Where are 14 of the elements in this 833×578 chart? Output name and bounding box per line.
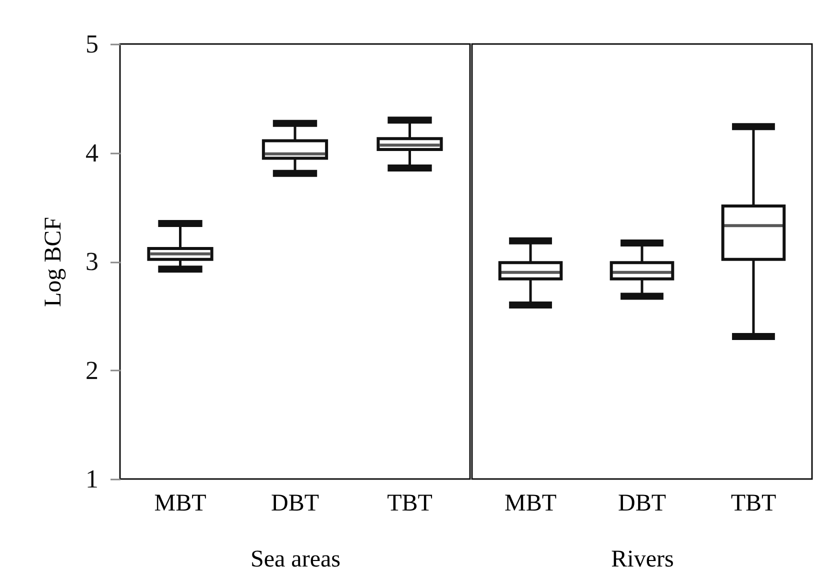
x-tick-label: MBT xyxy=(154,490,207,516)
x-axis-title: Sea areas xyxy=(250,546,340,572)
y-axis-title: Log BCF xyxy=(40,216,66,308)
y-tick-label: 1 xyxy=(86,464,98,494)
x-tick-label: DBT xyxy=(271,490,320,516)
x-tick-label: DBT xyxy=(618,490,666,516)
x-tick-label: TBT xyxy=(730,490,776,516)
y-tick-label: 2 xyxy=(86,356,98,385)
y-tick-label: 3 xyxy=(86,247,98,276)
x-tick-label: TBT xyxy=(387,490,433,516)
x-tick-label: MBT xyxy=(504,490,557,516)
x-axis-title: Rivers xyxy=(611,546,674,572)
y-tick-label: 4 xyxy=(86,138,98,168)
y-tick-label: 5 xyxy=(86,30,98,58)
